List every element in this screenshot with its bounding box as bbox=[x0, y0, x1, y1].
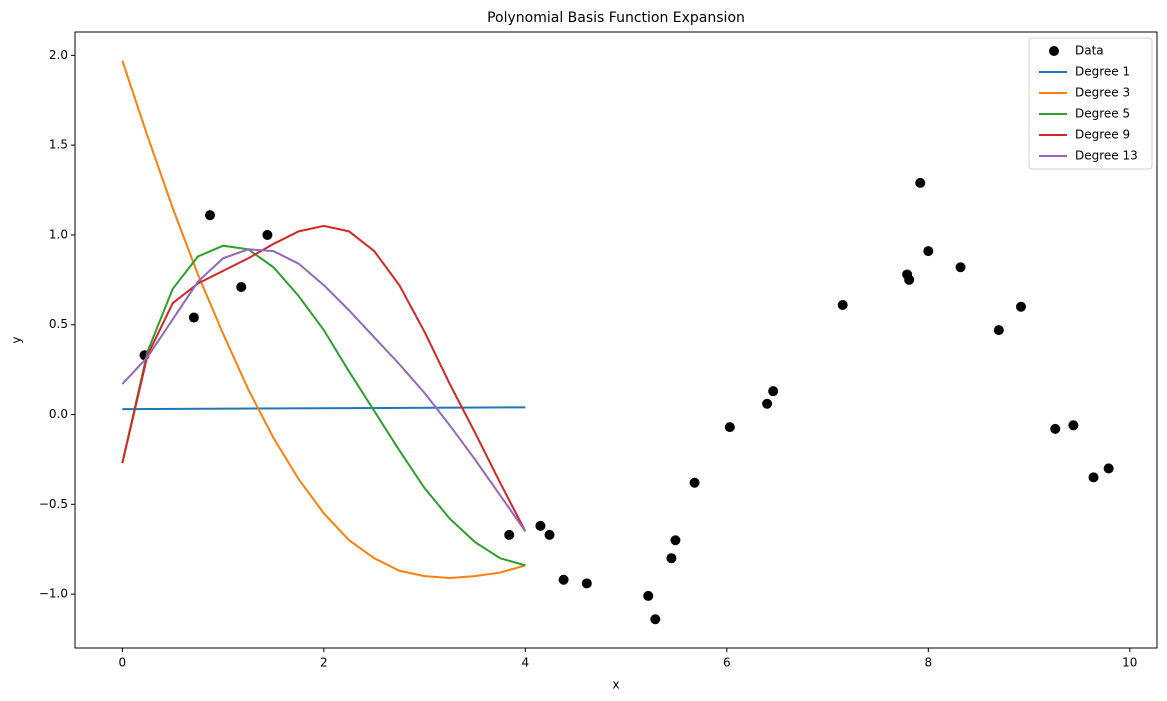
y-tick-label: 1.5 bbox=[49, 138, 68, 152]
legend-label: Data bbox=[1075, 44, 1104, 58]
y-tick-label: −1.0 bbox=[39, 587, 68, 601]
legend-label: Degree 9 bbox=[1075, 128, 1130, 142]
data-point bbox=[837, 299, 848, 310]
legend-box bbox=[1028, 37, 1153, 170]
data-point bbox=[670, 535, 681, 546]
data-point bbox=[666, 553, 677, 564]
x-tick-label: 4 bbox=[522, 656, 530, 670]
data-point bbox=[1050, 423, 1061, 434]
data-point bbox=[188, 312, 199, 323]
x-tick-label: 8 bbox=[924, 656, 932, 670]
legend-label: Degree 13 bbox=[1075, 149, 1138, 163]
data-point bbox=[643, 590, 654, 601]
data-point bbox=[993, 325, 1004, 336]
y-tick-label: −0.5 bbox=[39, 497, 68, 511]
data-point bbox=[1088, 472, 1099, 483]
x-axis-label: x bbox=[612, 678, 619, 692]
y-tick-label: 0.0 bbox=[49, 407, 68, 421]
legend-label: Degree 1 bbox=[1075, 65, 1130, 79]
data-point bbox=[904, 274, 915, 285]
y-tick-label: 0.5 bbox=[49, 317, 68, 331]
data-point bbox=[1015, 301, 1026, 312]
data-point bbox=[504, 529, 515, 540]
data-point bbox=[689, 477, 700, 488]
x-tick-label: 6 bbox=[723, 656, 731, 670]
data-point bbox=[650, 614, 661, 625]
data-point bbox=[535, 520, 546, 531]
data-point bbox=[204, 210, 215, 221]
data-point bbox=[724, 422, 735, 433]
y-tick-label: 1.0 bbox=[49, 227, 68, 241]
y-tick-label: 2.0 bbox=[49, 48, 68, 62]
series-line bbox=[121, 244, 526, 567]
data-point bbox=[915, 177, 926, 188]
data-point bbox=[1068, 420, 1079, 431]
legend-label: Degree 5 bbox=[1075, 107, 1130, 121]
data-point bbox=[955, 262, 966, 273]
series-line bbox=[121, 224, 527, 532]
plot-frame bbox=[74, 31, 1158, 649]
x-tick-label: 2 bbox=[320, 656, 328, 670]
data-point bbox=[236, 282, 247, 293]
data-point bbox=[581, 578, 592, 589]
data-point bbox=[923, 246, 934, 257]
series-line bbox=[121, 60, 526, 579]
data-point bbox=[762, 398, 773, 409]
data-point bbox=[262, 229, 273, 240]
legend-marker bbox=[1049, 46, 1059, 56]
series-line bbox=[122, 406, 526, 411]
data-point bbox=[544, 529, 555, 540]
chart-title: Polynomial Basis Function Expansion bbox=[487, 10, 745, 26]
x-tick-label: 10 bbox=[1122, 656, 1137, 670]
series-line bbox=[121, 248, 527, 532]
y-axis-label: y bbox=[10, 336, 24, 343]
x-tick-label: 0 bbox=[119, 656, 127, 670]
legend-label: Degree 3 bbox=[1075, 86, 1130, 100]
data-point bbox=[558, 574, 569, 585]
data-point bbox=[1103, 463, 1114, 474]
data-point bbox=[768, 386, 779, 397]
